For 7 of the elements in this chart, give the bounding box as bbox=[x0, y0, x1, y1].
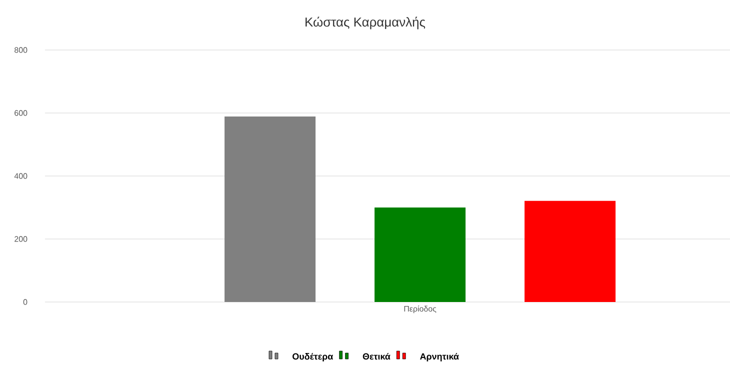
chart-title: Κώστας Καραμανλής bbox=[306, 16, 426, 30]
legend-label: Θετικά bbox=[362, 352, 390, 360]
legend-label: Ουδέτερα bbox=[292, 352, 334, 362]
bar bbox=[524, 200, 616, 302]
legend-label: Αρνητικά bbox=[420, 352, 459, 362]
bar bbox=[224, 116, 316, 302]
bar bbox=[374, 208, 466, 302]
